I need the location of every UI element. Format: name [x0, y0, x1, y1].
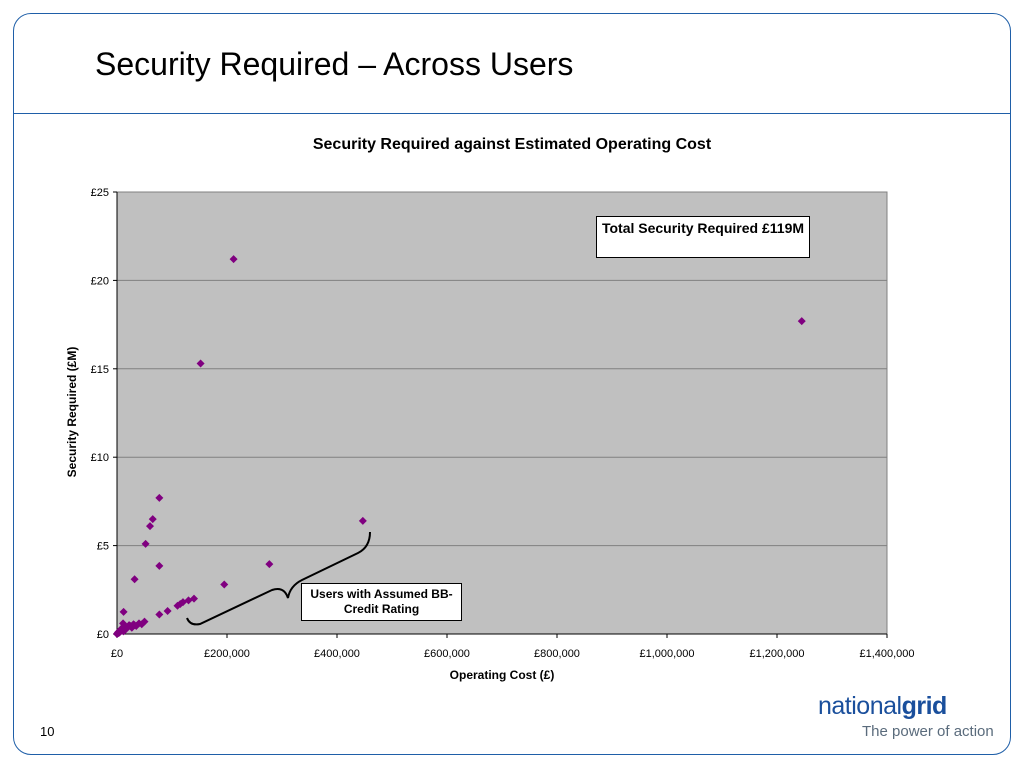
bracket-brace [186, 531, 371, 626]
data-point [141, 539, 150, 548]
data-point [130, 575, 139, 584]
x-tick-label: £800,000 [534, 648, 580, 660]
x-axis-ticks: £0 £200,000 £400,000 £600,000 £800,000 £1,000… [111, 634, 915, 660]
y-tick-label: £20 [91, 275, 109, 287]
bb-credit-callout: Users with Assumed BB-Credit Rating [301, 583, 462, 621]
data-point [146, 522, 154, 531]
chart-title: Security Required against Estimated Oper… [312, 136, 712, 153]
y-tick-label: £0 [97, 629, 109, 641]
logo-tagline: The power of action [862, 723, 994, 740]
data-point [155, 493, 164, 502]
axes [116, 192, 887, 635]
slide-frame [13, 13, 1011, 755]
x-tick-label: £600,000 [424, 648, 470, 660]
national-grid-logo: nationalgrid The power of action [818, 692, 994, 740]
data-point [265, 560, 274, 569]
data-point [797, 317, 806, 326]
y-tick-label: £5 [97, 541, 109, 553]
title-divider [14, 113, 1010, 114]
x-tick-label: £200,000 [204, 648, 250, 660]
data-point [163, 607, 172, 616]
x-tick-label: £1,000,000 [639, 648, 694, 660]
x-tick-label: £1,200,000 [749, 648, 804, 660]
data-point [190, 594, 198, 603]
x-tick-label: £0 [111, 648, 123, 660]
data-point [196, 359, 205, 368]
data-point [148, 515, 157, 524]
page-number: 10 [40, 724, 55, 739]
data-point [119, 607, 128, 616]
x-tick-label: £1,400,000 [859, 648, 914, 660]
data-point [155, 561, 164, 570]
plot-area [116, 191, 888, 635]
data-point [140, 617, 149, 626]
data-point [155, 610, 164, 619]
data-point [358, 516, 367, 525]
data-point [220, 580, 229, 589]
data-point [229, 255, 238, 264]
total-security-callout: Total Security Required £119M [596, 216, 810, 258]
gridlines [117, 191, 887, 547]
y-tick-label: £25 [91, 187, 109, 199]
y-axis-ticks: £0 £5 £10 £15 £20 £25 [91, 187, 117, 641]
y-tick-label: £10 [91, 452, 109, 464]
y-tick-label: £15 [91, 364, 109, 376]
data-points [113, 255, 806, 638]
x-axis-label: Operating Cost (£) [450, 668, 555, 682]
y-axis-label: Security Required (£M) [65, 347, 79, 478]
slide-title: Security Required – Across Users [95, 46, 574, 82]
x-tick-label: £400,000 [314, 648, 360, 660]
